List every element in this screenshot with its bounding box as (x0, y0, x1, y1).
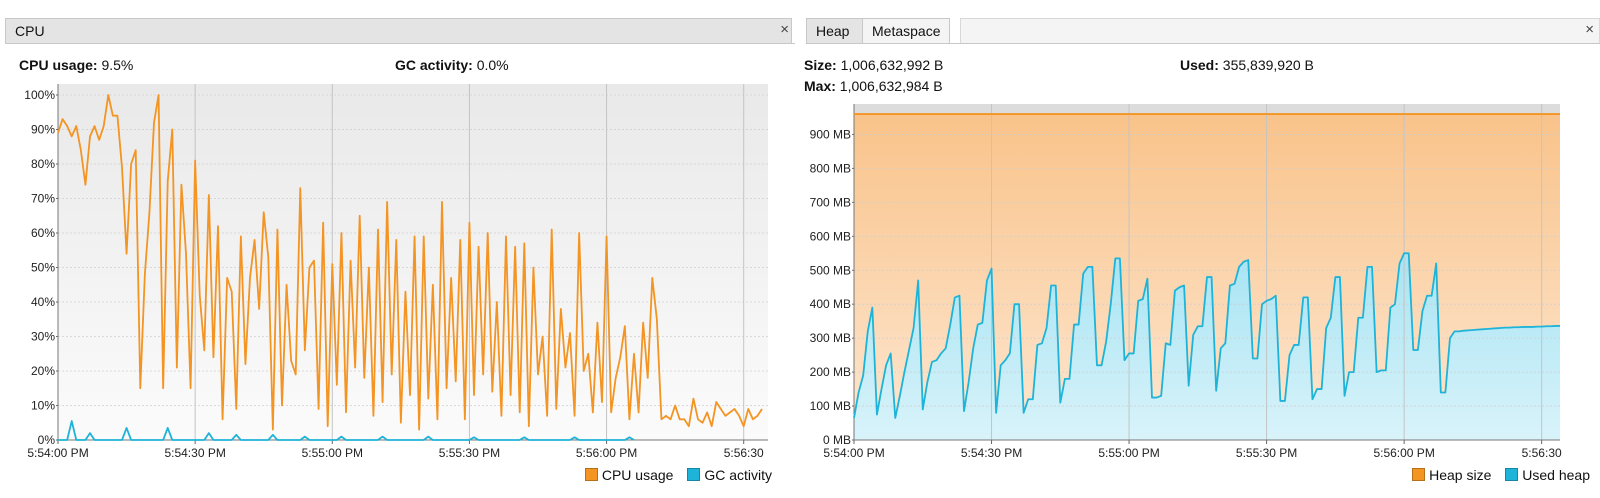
heap-x-tick-label: 5:54:30 PM (961, 446, 1022, 460)
heap-used-stat: Used: 355,839,920 B (1180, 57, 1314, 73)
heap-series-used-heap (853, 252, 1560, 419)
cpu-panel: CPU × CPU usage: 9.5% GC activity: 0.0% … (5, 18, 795, 483)
legend-gc-activity-swatch (687, 468, 701, 481)
heap-y-tick-label: 100 MB (810, 399, 851, 413)
gc-activity-value: 0.0% (476, 57, 509, 73)
heap-used-value: 355,839,920 B (1222, 57, 1314, 73)
legend-heap-size-label: Heap size (1429, 467, 1492, 483)
tab-cpu[interactable]: CPU (5, 18, 792, 43)
legend-cpu-usage[interactable]: CPU usage (584, 467, 677, 483)
cpu-y-tick-label: 100% (24, 88, 55, 102)
heap-x-tick-label: 5:54:00 PM (823, 446, 884, 460)
cpu-tab-bar: CPU × (5, 18, 795, 44)
cpu-y-tick-label: 30% (31, 330, 55, 344)
cpu-x-tick-label: 5:56:30 (724, 446, 764, 460)
cpu-chart: 0% 10% 20% 30% 40% 50% 60% 70% 80% 90% 100% 5:54:00… (24, 84, 768, 460)
cpu-series-gc-activity (58, 420, 635, 441)
heap-max-label: Max: (804, 78, 836, 94)
cpu-series-cpu-usage (57, 94, 763, 431)
legend-used-heap-label: Used heap (1522, 467, 1590, 483)
cpu-legend: CPU usage GC activity (575, 467, 772, 483)
heap-size-label: Size: (804, 57, 837, 73)
cpu-y-tick-label: 80% (31, 157, 55, 171)
legend-heap-size-swatch (1412, 468, 1426, 481)
heap-close-icon[interactable]: × (1585, 21, 1594, 38)
heap-x-tick-label: 5:55:00 PM (1098, 446, 1159, 460)
legend-used-heap-swatch (1505, 468, 1519, 481)
cpu-usage-stat: CPU usage: 9.5% (19, 57, 133, 73)
heap-y-tick-label: 800 MB (810, 161, 851, 175)
tab-heap-label: Heap (816, 23, 850, 39)
heap-used-label: Used: (1180, 57, 1219, 73)
heap-max-stat: Max: 1,006,632,984 B (804, 78, 943, 94)
heap-y-tick-label: 900 MB (810, 127, 851, 141)
legend-used-heap[interactable]: Used heap (1505, 467, 1590, 483)
heap-y-tick-label: 600 MB (810, 229, 851, 243)
legend-gc-activity-label: GC activity (704, 467, 772, 483)
heap-size-stat: Size: 1,006,632,992 B (804, 57, 943, 73)
heap-tab-filler (960, 18, 1600, 43)
legend-gc-activity[interactable]: GC activity (687, 467, 772, 483)
heap-x-tick-label: 5:56:30 (1522, 446, 1562, 460)
heap-y-tick-label: 700 MB (810, 195, 851, 209)
cpu-y-tick-label: 70% (31, 192, 55, 206)
legend-cpu-usage-swatch (584, 468, 598, 481)
cpu-y-tick-label: 90% (31, 123, 55, 137)
cpu-y-tick-label: 20% (31, 364, 55, 378)
heap-size-value: 1,006,632,992 B (840, 57, 944, 73)
cpu-x-tick-label: 5:54:00 PM (27, 446, 88, 460)
cpu-close-icon[interactable]: × (780, 21, 789, 38)
heap-legend: Heap size Used heap (1402, 467, 1590, 483)
cpu-usage-value: 9.5% (101, 57, 134, 73)
cpu-y-tick-label: 10% (31, 399, 55, 413)
tab-cpu-label: CPU (15, 23, 45, 39)
heap-max-value: 1,006,632,984 B (839, 78, 943, 94)
cpu-x-tick-label: 5:55:00 PM (302, 446, 363, 460)
cpu-x-tick-label: 5:54:30 PM (164, 446, 225, 460)
cpu-y-tick-label: 40% (31, 295, 55, 309)
heap-y-tick-label: 500 MB (810, 263, 851, 277)
legend-cpu-usage-label: CPU usage (601, 467, 674, 483)
legend-heap-size[interactable]: Heap size (1412, 467, 1495, 483)
heap-y-tick-label: 0 MB (823, 433, 851, 447)
gc-activity-stat: GC activity: 0.0% (395, 57, 509, 73)
cpu-usage-label: CPU usage: (19, 57, 98, 73)
cpu-x-tick-label: 5:56:00 PM (576, 446, 637, 460)
cpu-y-tick-label: 50% (31, 261, 55, 275)
cpu-y-tick-label: 0% (38, 433, 56, 447)
tab-metaspace-label: Metaspace (872, 23, 941, 39)
heap-tab-bar: Heap Metaspace × (806, 18, 1600, 44)
heap-chart: 0 MB 100 MB 200 MB 300 MB 400 MB 500 MB 600 MB… (810, 104, 1562, 460)
heap-y-tick-label: 400 MB (810, 297, 851, 311)
cpu-y-tick-label: 60% (31, 226, 55, 240)
heap-area-used-heap (854, 253, 1560, 440)
heap-x-tick-label: 5:55:30 PM (1236, 446, 1297, 460)
heap-y-tick-label: 300 MB (810, 331, 851, 345)
tab-metaspace[interactable]: Metaspace (862, 18, 951, 43)
cpu-x-tick-label: 5:55:30 PM (439, 446, 500, 460)
heap-x-tick-label: 5:56:00 PM (1373, 446, 1434, 460)
gc-activity-label: GC activity: (395, 57, 473, 73)
heap-panel: Heap Metaspace × Size: 1,006,632,992 B U… (802, 0, 1600, 498)
heap-y-tick-label: 200 MB (810, 365, 851, 379)
